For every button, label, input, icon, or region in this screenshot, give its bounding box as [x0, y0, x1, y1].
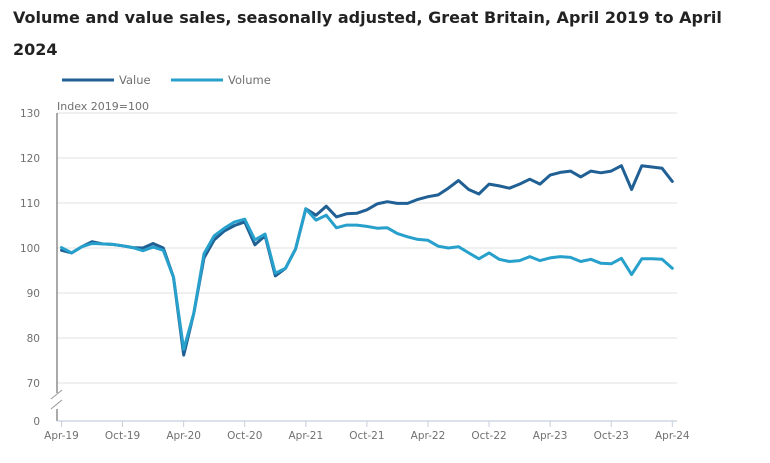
y-tick-label: 130: [20, 108, 40, 120]
y-tick-label: 0: [33, 416, 40, 428]
x-tick-label: Apr-23: [533, 430, 568, 442]
y-tick-label: 120: [20, 153, 40, 165]
y-tick-label: 80: [27, 333, 40, 345]
y-tick-label: 90: [27, 288, 40, 300]
x-tick-label: Oct-22: [471, 430, 506, 442]
x-axis-ticks: Apr-19 Oct-19 Apr-20 Oct-20 Apr-21 Oct-21 Apr-…: [44, 421, 690, 442]
x-tick-label: Oct-19: [105, 430, 140, 442]
x-tick-label: Apr-20: [166, 430, 201, 442]
axes: [50, 113, 677, 422]
y-tick-label: 100: [20, 243, 40, 255]
legend-label-volume: Volume: [228, 73, 271, 87]
x-tick-label: Oct-21: [349, 430, 384, 442]
y-axis-ticks: 0 70 80 90 100 110 120 130: [20, 108, 40, 428]
x-tick-label: Apr-21: [288, 430, 323, 442]
chart-title: Volume and value sales, seasonally adjus…: [13, 8, 722, 59]
axis-break-mark: [50, 389, 63, 400]
x-tick-label: Apr-19: [44, 430, 79, 442]
x-tick-label: Apr-24: [655, 430, 690, 442]
x-tick-label: Oct-20: [227, 430, 262, 442]
legend-label-value: Value: [119, 73, 151, 87]
legend: Value Volume: [62, 73, 271, 87]
y-tick-label: 110: [20, 198, 40, 210]
x-tick-label: Apr-22: [411, 430, 446, 442]
series-line-value: [60, 164, 674, 357]
series-lines: [60, 164, 674, 357]
x-tick-label: Oct-23: [594, 430, 629, 442]
series-line-volume: [60, 207, 674, 351]
y-tick-label: 70: [27, 378, 40, 390]
y-axis-unit-label: Index 2019=100: [57, 100, 149, 113]
axis-break-mark: [50, 399, 63, 410]
